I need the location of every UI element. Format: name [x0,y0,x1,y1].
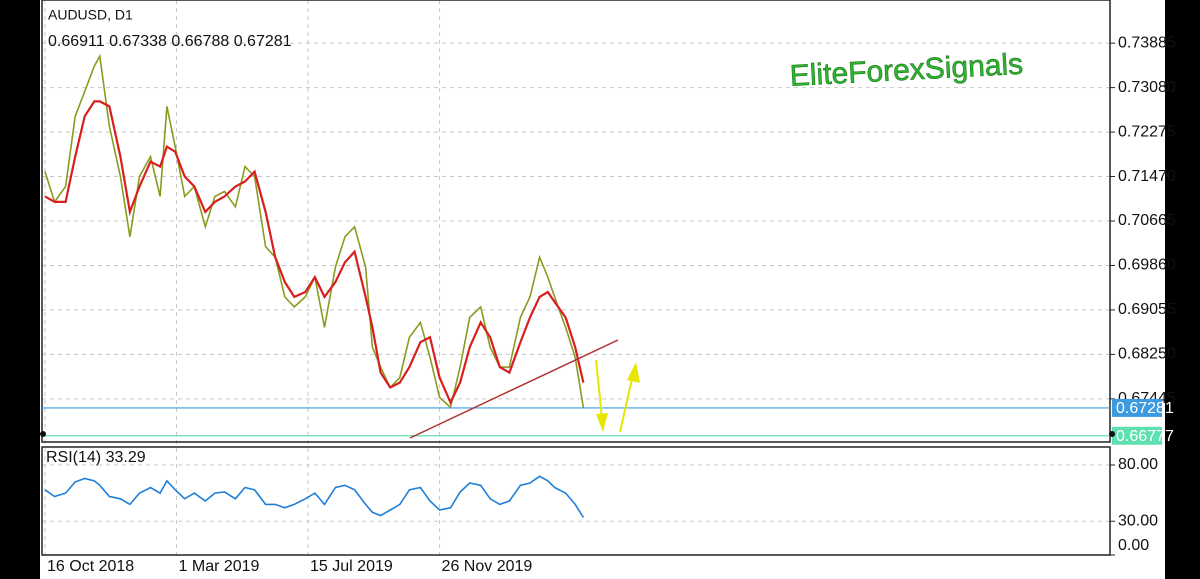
level-label: 0.67281 [1116,400,1174,417]
y-tick-label: 80.00 [1118,456,1158,473]
level-label: 0.66777 [1116,428,1174,445]
y-tick-label: 0.72275 [1118,123,1176,140]
level-label-box [1112,426,1162,445]
x-tick-label: 15 Jul 2019 [310,558,393,575]
arrow-up-head [627,362,640,383]
background [40,0,1165,579]
close: 0.67281 [234,33,292,50]
grid [42,0,1110,556]
series-line [44,100,585,406]
y-tick-label: 0.73080 [1118,79,1176,96]
trendline [409,339,619,439]
rsi-label: RSI(14) [46,449,101,466]
arrow-down-head [596,413,608,432]
high: 0.67338 [109,33,167,50]
level-label-box [1112,398,1162,417]
symbol-title: AUDUSD, D1 [48,7,133,23]
marker-dot [1109,431,1115,437]
rsi-frame [41,446,1111,556]
rsi-current: 33.29 [106,449,146,466]
y-tick-label: 0.69860 [1118,257,1176,274]
x-tick-label: 26 Nov 2019 [442,558,533,575]
low: 0.66788 [171,33,229,50]
x-tick-label: 1 Mar 2019 [179,558,260,575]
y-tick-label: 0.69055 [1118,301,1176,318]
y-tick-label: 30.00 [1118,512,1158,529]
y-tick-label: 0.00 [1118,537,1149,554]
x-tick-label: 16 Oct 2018 [47,558,134,575]
series-line [44,475,585,518]
marker-dot [40,431,46,437]
y-tick-label: 0.68250 [1118,346,1176,363]
open: 0.66911 [48,33,105,50]
y-tick-label: 0.70665 [1118,212,1176,229]
y-tick-label: 0.71470 [1118,168,1176,185]
y-tick-label: 0.73885 [1118,34,1176,51]
ohlc-text: 0.66911 0.67338 0.66788 0.67281 [48,33,292,50]
rsi-title: RSI(14) 33.29 [46,449,146,466]
plot: 0.73885 0.73080 0.72275 0.71470 0.70665 0.698… [42,34,1176,575]
